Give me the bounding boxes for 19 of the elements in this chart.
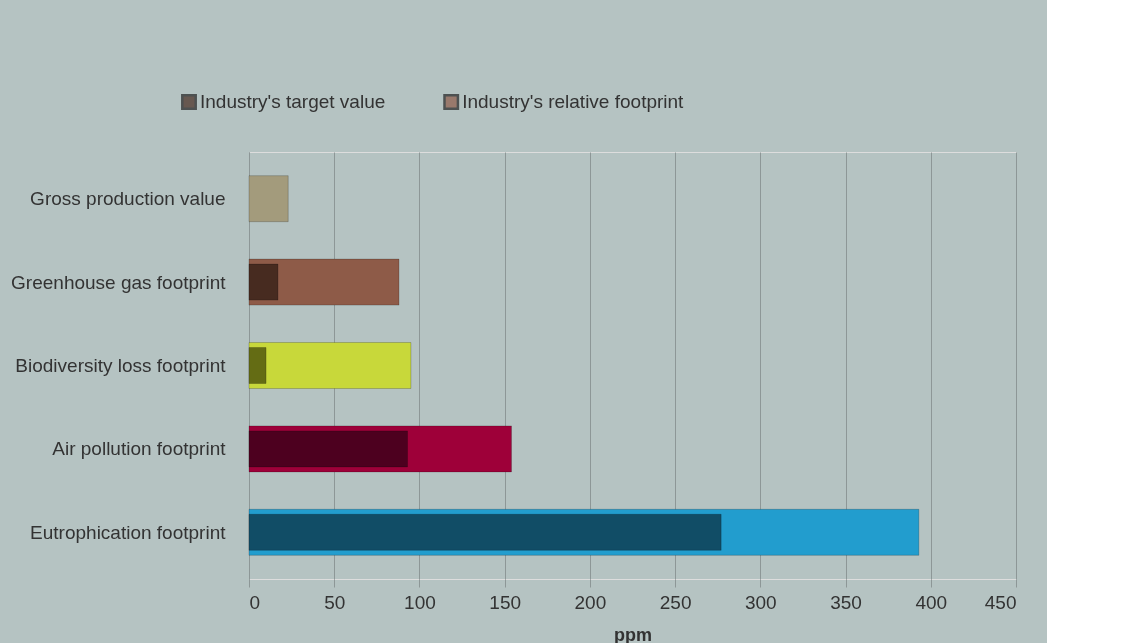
legend-label: Industry's relative footprint [462, 91, 685, 112]
x-tick-label: 450 [984, 591, 1017, 613]
legend-label: Industry's target value [200, 91, 386, 112]
x-tick-label: 0 [249, 591, 261, 613]
x-tick-label: 350 [830, 591, 862, 613]
x-tick-label: 400 [915, 591, 948, 613]
bar [248, 175, 289, 223]
bar [248, 342, 412, 389]
x-tick-label: 200 [574, 591, 607, 613]
x-tick-label: 250 [659, 591, 692, 613]
x-tick-label: 150 [489, 591, 522, 613]
y-tick-label: Eutrophication footprint [30, 521, 227, 543]
x-tick-label: 50 [324, 591, 346, 613]
y-tick-label: Biodiversity loss footprint [15, 355, 227, 376]
y-tick-label: Air pollution footprint [52, 438, 227, 460]
x-tick-label: 100 [404, 591, 436, 613]
y-tick-label: Gross production value [30, 188, 226, 210]
x-tick-label: 300 [744, 591, 777, 613]
y-tick-label: Greenhouse gas footprint [11, 271, 227, 293]
